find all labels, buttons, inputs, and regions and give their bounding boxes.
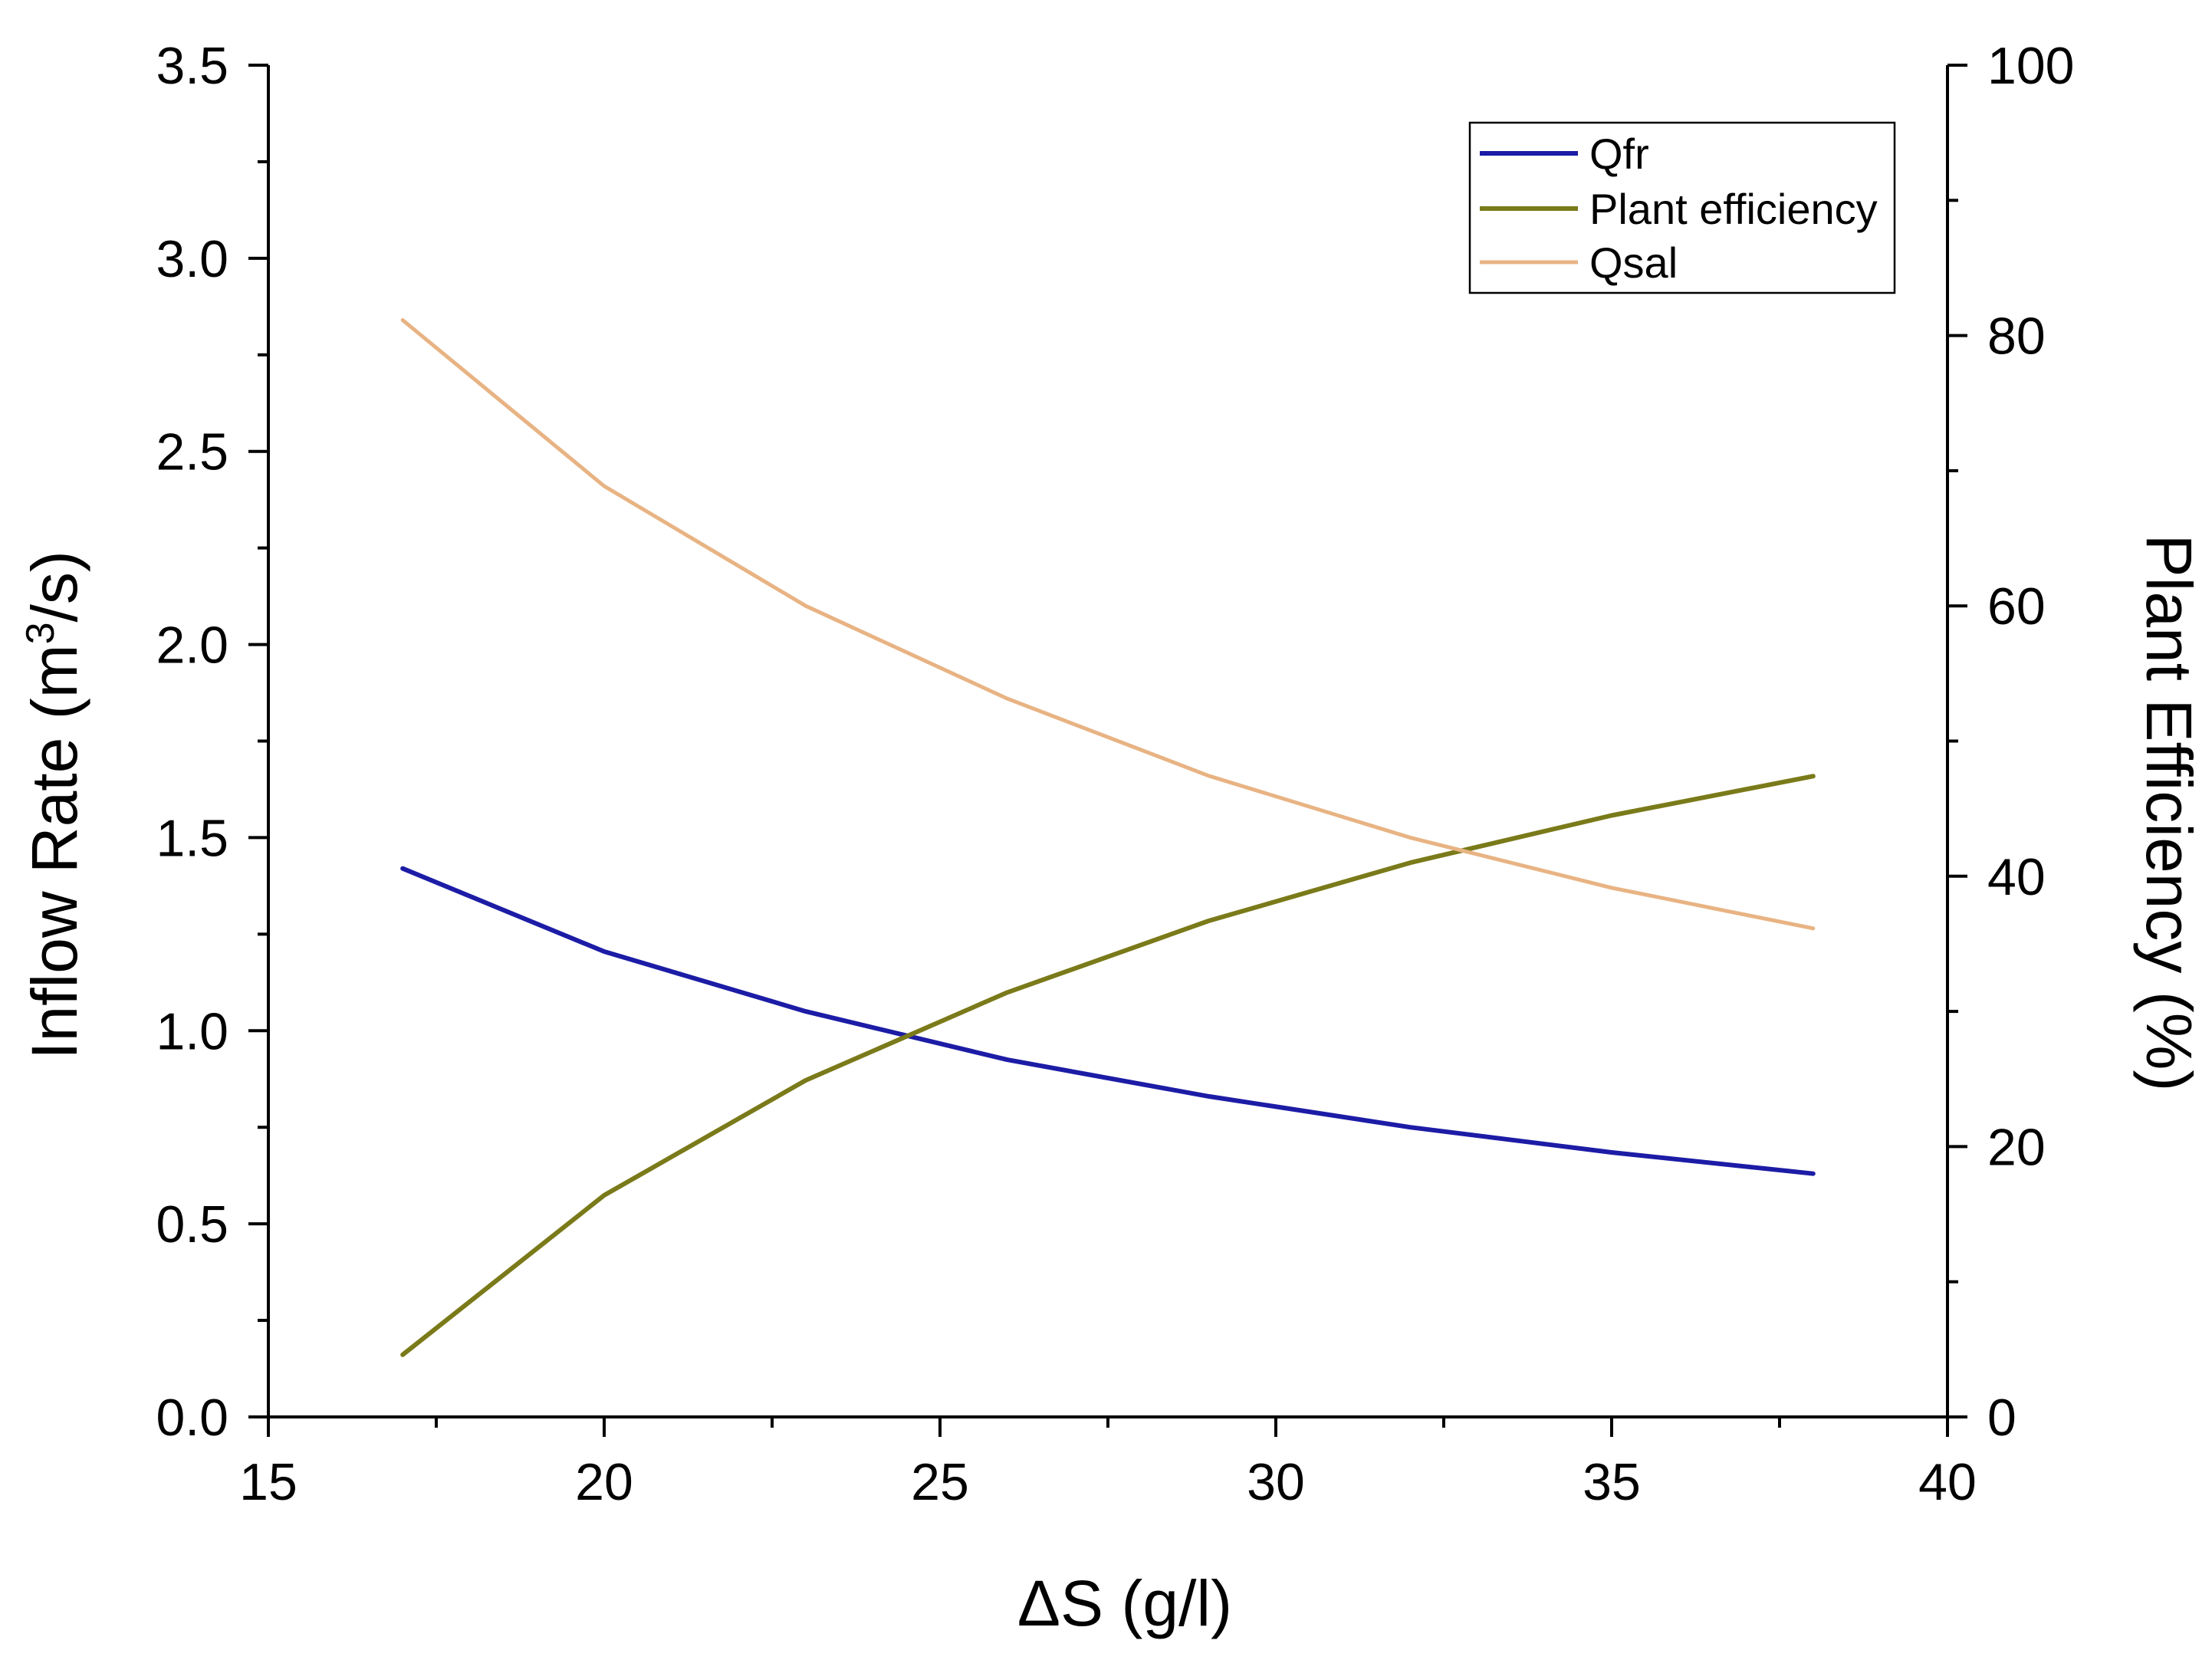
left-tick-label: 2.5: [156, 423, 228, 482]
series-line-plant-efficiency: [400, 774, 1816, 1357]
left-axis-title-main: Inflow Rate (m: [18, 644, 90, 1060]
left-axis-title: Inflow Rate (m3/s): [18, 551, 90, 1060]
left-tick-label: 0.0: [156, 1389, 228, 1447]
right-tick-label: 60: [1987, 577, 2046, 636]
series-lines: [400, 318, 1816, 1357]
x-tick-label: 35: [1583, 1453, 1641, 1511]
left-tick-label: 3.5: [156, 37, 228, 95]
left-axis-title-sup: 3: [18, 622, 63, 644]
legend-label-qsal: Qsal: [1589, 238, 1678, 287]
left-tick-label: 3.0: [156, 230, 228, 288]
left-tick-label: 2.0: [156, 616, 228, 675]
left-axis-title-tail: /s): [18, 551, 90, 622]
series-line-qsal: [400, 318, 1816, 931]
x-tick-label: 25: [911, 1453, 969, 1511]
x-axis-title: ΔS (g/l): [1017, 1567, 1232, 1639]
right-tick-label: 20: [1987, 1118, 2046, 1176]
right-tick-label: 40: [1987, 848, 2046, 906]
series-line-qfr: [400, 866, 1816, 1176]
left-tick-label: 1.0: [156, 1002, 228, 1060]
left-tick-label: 0.5: [156, 1195, 228, 1254]
legend-label-plant-efficiency: Plant efficiency: [1589, 185, 1878, 233]
x-tick-label: 15: [239, 1453, 297, 1511]
legend-label-qfr: Qfr: [1589, 130, 1649, 178]
left-tick-label: 1.5: [156, 809, 228, 867]
x-tick-label: 40: [1918, 1453, 1977, 1511]
x-tick-label: 20: [575, 1453, 633, 1511]
right-axis-title: Plant Efficiency (%): [2133, 534, 2205, 1092]
right-tick-label: 100: [1987, 37, 2074, 95]
legend: Qfr Plant efficiency Qsal: [1468, 121, 1896, 294]
axes: 15 20 25 30 35 40 0.0 0.5 1.0 1.5 2.0 2.5 3.0 3.5 0 20 4…: [156, 37, 2074, 1511]
right-tick-label: 0: [1987, 1389, 2016, 1447]
right-tick-label: 80: [1987, 307, 2046, 366]
x-tick-label: 30: [1247, 1453, 1305, 1511]
